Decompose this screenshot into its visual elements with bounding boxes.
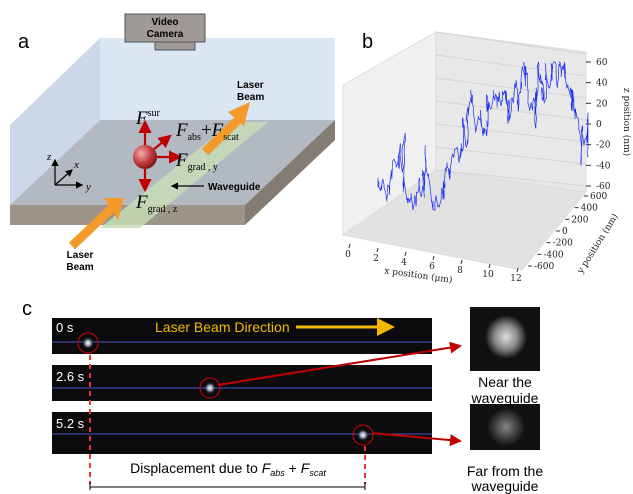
- laser-label: Beam: [237, 92, 264, 103]
- x-tick-label: 4: [401, 258, 407, 268]
- laser-label: Laser: [67, 250, 94, 261]
- x-tick: [377, 248, 378, 252]
- x-tick-label: 2: [373, 254, 379, 264]
- camera-lens: [155, 42, 195, 50]
- thumb-caption: Far from the: [467, 463, 543, 479]
- panel-label: b: [362, 31, 373, 53]
- displacement-label: Displacement due to Fabs + Fscat: [130, 460, 326, 478]
- particle-spot: [82, 337, 94, 349]
- panel-c: c 0 s 2.6 s 5.2 s Laser Beam Direction N…: [22, 298, 543, 494]
- camera-label: Camera: [147, 29, 184, 40]
- z-tick-label: 20: [596, 99, 608, 109]
- laser-label: Laser: [237, 80, 264, 91]
- displacement-bracket: [90, 482, 365, 490]
- x-tick: [405, 252, 406, 256]
- z-tick-label: 60: [596, 58, 608, 68]
- z-tick-label: 0: [596, 120, 602, 130]
- axis-label: x: [73, 159, 79, 171]
- z-tick-label: -60: [596, 182, 611, 192]
- panel-b: b x position (μm) y position (nm) z posi…: [343, 31, 632, 286]
- frame-time: 5.2 s: [56, 416, 85, 431]
- panel-a: a Video Camera Laser Beam Laser Beam Wav…: [10, 14, 335, 273]
- y-tick-label: 400: [581, 204, 598, 214]
- y-tick-label: -200: [553, 239, 573, 249]
- y-tick-label: 200: [571, 215, 588, 225]
- axis-title: x position (μm): [384, 265, 453, 285]
- x-tick-label: 8: [457, 266, 463, 276]
- frame-time: 2.6 s: [56, 369, 85, 384]
- waveguide-label: Waveguide: [208, 182, 261, 193]
- y-tick-label: -400: [543, 250, 563, 260]
- axis-label: y: [85, 181, 91, 193]
- axis-title: z position (nm): [621, 88, 632, 156]
- thumb-caption: Near the: [478, 374, 532, 390]
- panel-label: c: [22, 298, 32, 320]
- frame: [52, 365, 432, 401]
- z-tick-label: 40: [596, 79, 608, 89]
- x-tick-label: 0: [345, 250, 351, 260]
- y-tick-label: 600: [590, 192, 607, 202]
- x-tick: [433, 256, 434, 260]
- figure: a Video Camera Laser Beam Laser Beam Wav…: [0, 0, 633, 494]
- direction-label: Laser Beam Direction: [155, 319, 290, 335]
- x-tick: [349, 244, 350, 248]
- particle-spot: [204, 382, 216, 394]
- laser-label: Beam: [66, 262, 93, 273]
- y-tick-label: -600: [534, 262, 554, 272]
- axis-label: z: [46, 151, 52, 163]
- x-tick: [461, 260, 462, 264]
- particle-spot: [357, 429, 369, 441]
- x-tick-label: 10: [482, 270, 494, 280]
- thumbnail-spot: [485, 315, 527, 359]
- particle: [133, 145, 157, 169]
- z-tick-label: -20: [596, 141, 611, 151]
- frame-time: 0 s: [56, 320, 74, 335]
- thumb-caption: waveguide: [471, 478, 539, 494]
- camera-label: Video: [151, 17, 178, 28]
- y-tick-label: 0: [562, 227, 568, 237]
- z-tick-label: -40: [596, 161, 611, 171]
- x-tick-label: 6: [429, 262, 435, 272]
- panel-label: a: [18, 31, 30, 53]
- thumb-caption: waveguide: [471, 390, 539, 406]
- thumbnail-spot: [487, 408, 525, 446]
- x-tick-label: 12: [510, 274, 521, 284]
- x-tick: [489, 264, 490, 268]
